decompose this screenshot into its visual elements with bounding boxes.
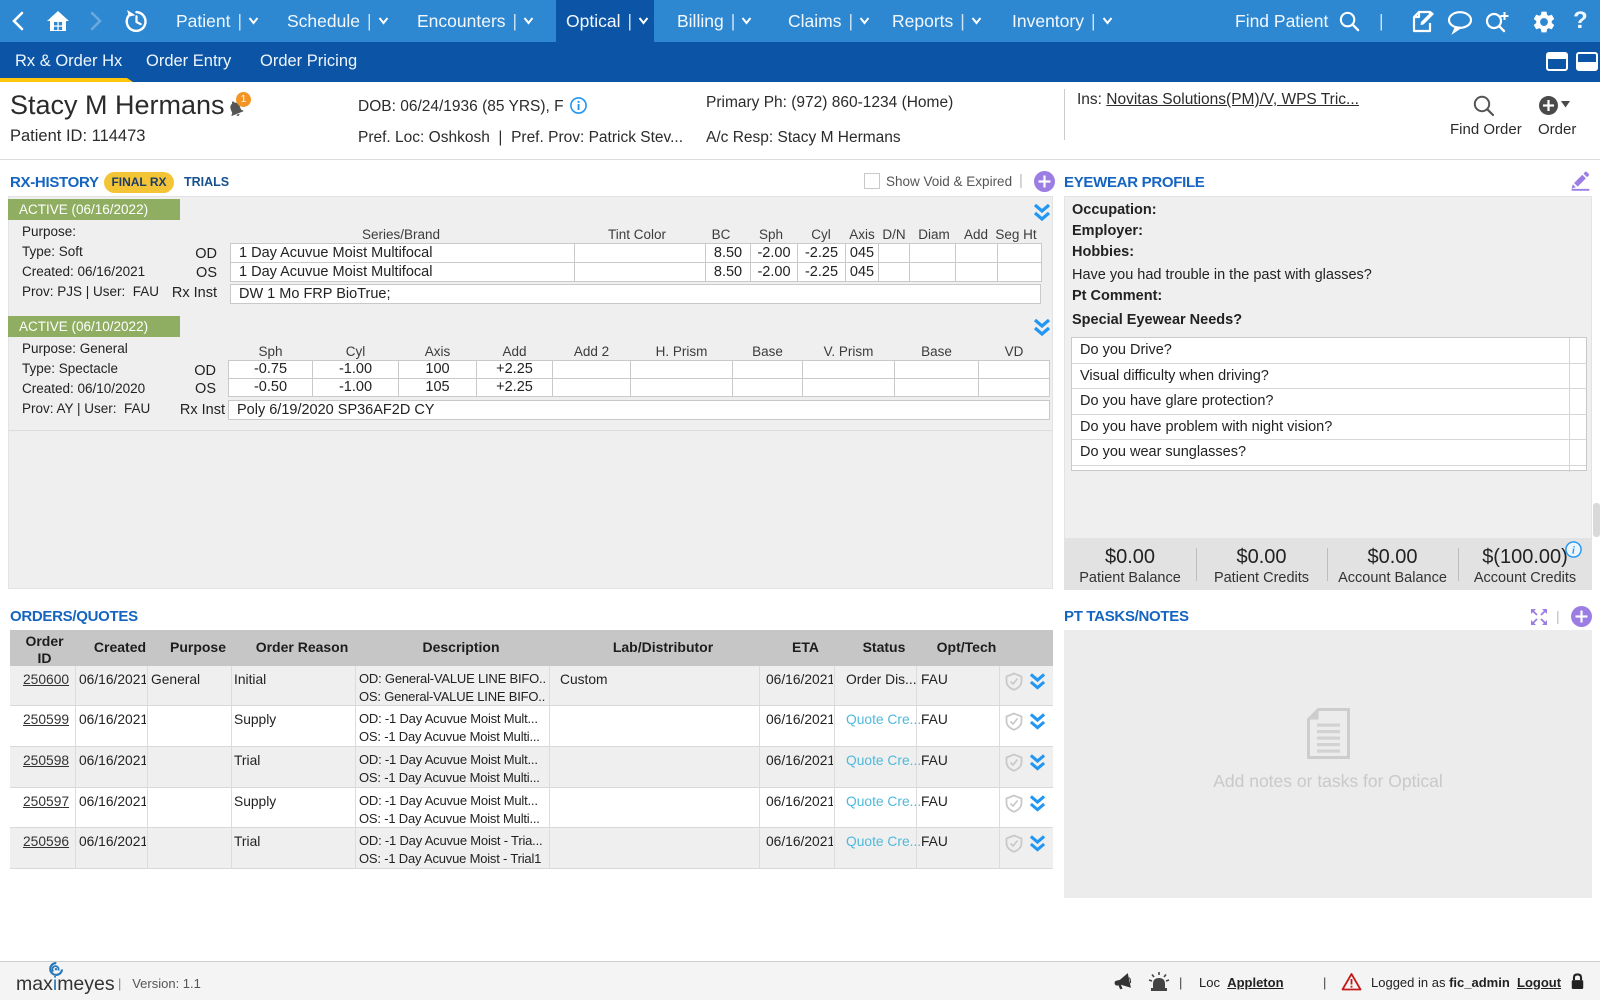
svg-text:i: i: [1572, 545, 1575, 556]
